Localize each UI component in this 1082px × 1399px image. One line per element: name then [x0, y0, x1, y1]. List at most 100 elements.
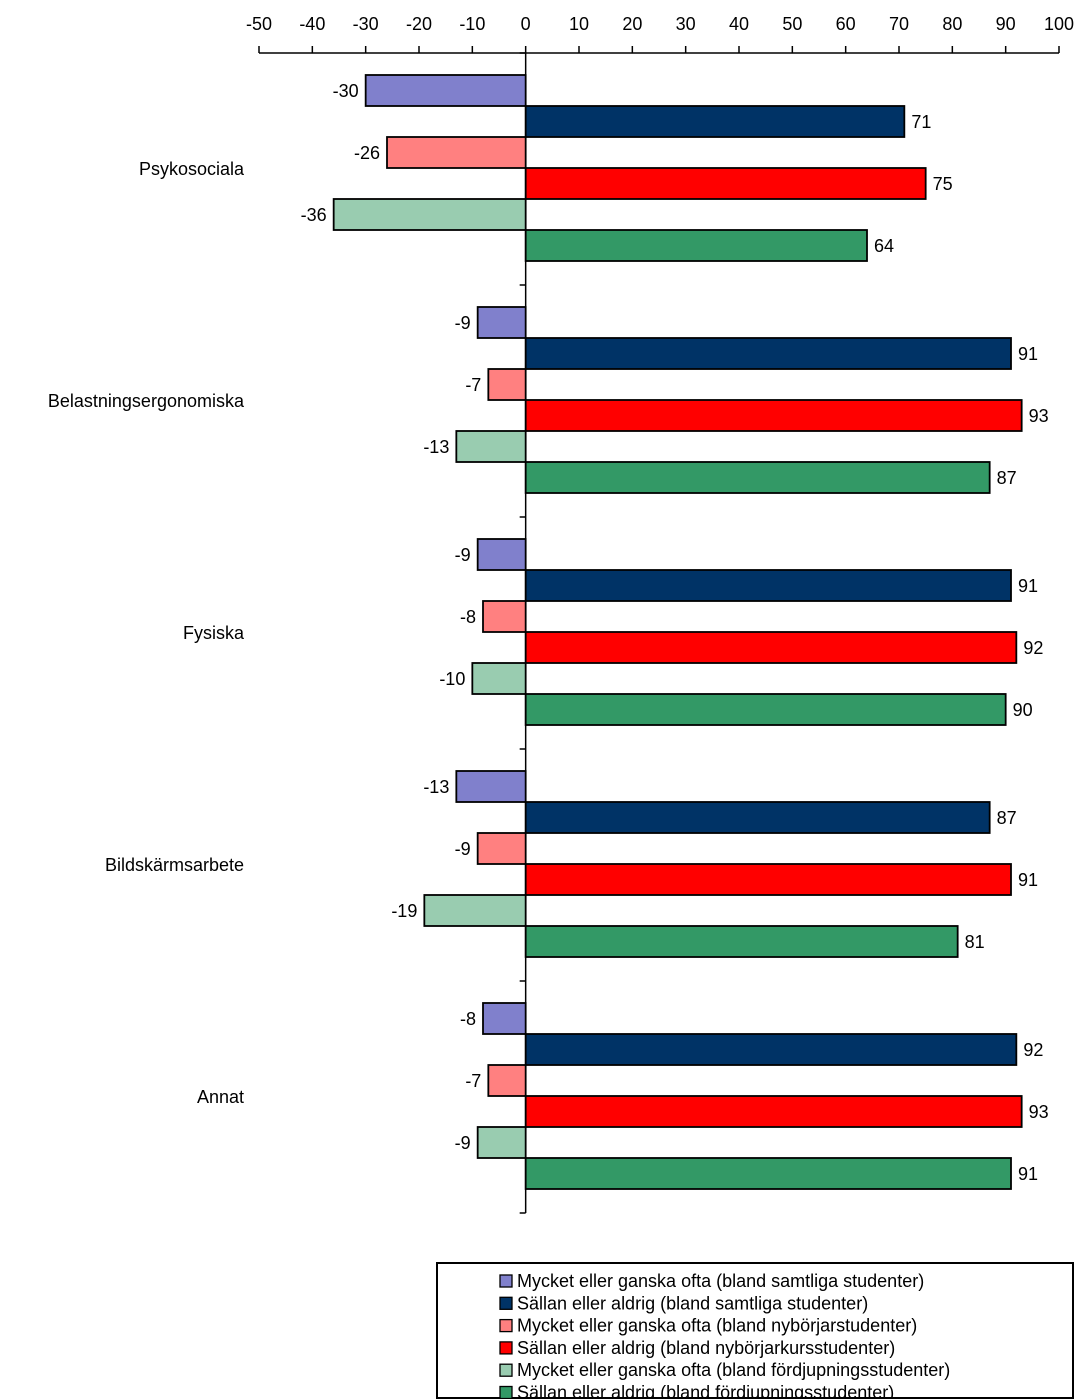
bars	[332, 74, 1023, 1190]
bar	[524, 801, 991, 834]
bar	[524, 399, 1023, 432]
data-label: 91	[1018, 576, 1038, 596]
data-label: -9	[455, 1133, 471, 1153]
data-label: 91	[1018, 870, 1038, 890]
data-label: -8	[460, 607, 476, 627]
data-label: -7	[465, 375, 481, 395]
legend-swatch	[499, 1318, 513, 1333]
data-label: 91	[1018, 344, 1038, 364]
category-labels: Psykosociala Belastningsergonomiska Fysisk…	[48, 159, 245, 1107]
x-axis: -50 -40 -30 -20 -10 0 10 20 30 40 50 60 70 80 90 100	[246, 14, 1074, 54]
data-label: 87	[997, 468, 1017, 488]
x-tick-label: 80	[942, 14, 962, 34]
data-label: -7	[465, 1071, 481, 1091]
data-label: 87	[997, 808, 1017, 828]
bar	[482, 600, 527, 633]
x-tick-label: 30	[676, 14, 696, 34]
bar	[487, 1064, 527, 1097]
legend-swatch	[499, 1363, 513, 1377]
bar	[423, 894, 527, 927]
x-tick-label: 20	[622, 14, 642, 34]
data-label: -9	[455, 545, 471, 565]
x-tick-label: -40	[299, 14, 325, 34]
data-label: 75	[933, 174, 953, 194]
data-label: 90	[1013, 700, 1033, 720]
x-tick-label: 40	[729, 14, 749, 34]
data-label: -13	[423, 437, 449, 457]
legend-swatch	[499, 1296, 513, 1310]
x-tick-label: -20	[406, 14, 432, 34]
data-label: -30	[333, 81, 359, 101]
data-label: 91	[1018, 1164, 1038, 1184]
legend-swatch	[499, 1385, 513, 1399]
value-labels: -30 71 -26 75 -36 64 -9 91 -7 93 -13 87 -9 91 -8 92 -10 9…	[301, 81, 1049, 1184]
x-tick-label: 50	[782, 14, 802, 34]
x-tick-label: 100	[1044, 14, 1074, 34]
data-label: 92	[1023, 638, 1043, 658]
x-tick-label: -30	[353, 14, 379, 34]
data-label: -9	[455, 313, 471, 333]
category-label: Bildskärmsarbete	[105, 855, 244, 875]
bar	[524, 693, 1007, 726]
bar	[524, 925, 959, 958]
legend-swatch	[499, 1274, 513, 1288]
data-label: 64	[874, 236, 894, 256]
bar	[524, 1095, 1023, 1128]
category-label: Psykosociala	[139, 159, 245, 179]
x-tick-label: 60	[836, 14, 856, 34]
bar	[476, 832, 527, 865]
data-label: -19	[391, 901, 417, 921]
bar	[476, 538, 527, 571]
bar	[524, 461, 991, 494]
legend-swatch	[499, 1341, 513, 1355]
category-label: Fysiska	[183, 623, 245, 643]
legend: Mycket eller ganska ofta (bland samtliga…	[436, 1262, 1074, 1399]
bar	[524, 631, 1018, 664]
legend-box	[436, 1262, 1074, 1399]
data-label: 93	[1029, 406, 1049, 426]
bar	[476, 306, 527, 339]
bar	[524, 337, 1012, 370]
bar	[524, 229, 868, 262]
bar	[332, 198, 527, 231]
data-label: -13	[423, 777, 449, 797]
category-label: Annat	[197, 1087, 244, 1107]
data-label: -36	[301, 205, 327, 225]
data-label: 71	[911, 112, 931, 132]
bar	[524, 1033, 1018, 1066]
bar	[487, 368, 527, 401]
legend-item-label: Mycket eller ganska ofta (bland fördjupn…	[517, 1360, 950, 1380]
bar	[455, 430, 527, 463]
bar	[476, 1126, 527, 1159]
data-label: 92	[1023, 1040, 1043, 1060]
x-tick-label: 90	[996, 14, 1016, 34]
bar	[524, 105, 906, 138]
data-label: -9	[455, 839, 471, 859]
x-tick-label: 70	[889, 14, 909, 34]
data-label: -26	[354, 143, 380, 163]
legend-item-label: Mycket eller ganska ofta (bland nybörjar…	[517, 1316, 917, 1336]
x-tick-label: 0	[521, 14, 531, 34]
legend-item-label: Mycket eller ganska ofta (bland samtliga…	[517, 1271, 924, 1291]
bar	[524, 863, 1012, 896]
data-label: 81	[965, 932, 985, 952]
bar	[471, 662, 527, 695]
legend-item-label: Sällan eller aldrig (bland nybörjarkurss…	[517, 1338, 895, 1358]
category-label: Belastningsergonomiska	[48, 391, 245, 411]
bar	[524, 569, 1012, 602]
data-label: -8	[460, 1009, 476, 1029]
x-tick-label: -50	[246, 14, 272, 34]
legend-item-label: Sällan eller aldrig (bland fördjupningss…	[517, 1383, 894, 1399]
data-label: 93	[1029, 1102, 1049, 1122]
bar	[455, 770, 527, 803]
legend-item-label: Sällan eller aldrig (bland samtliga stud…	[517, 1293, 868, 1313]
bar	[524, 167, 927, 200]
bar	[364, 74, 527, 107]
bar	[524, 1157, 1012, 1190]
bar	[386, 136, 527, 169]
data-label: -10	[439, 669, 465, 689]
x-tick-label: 10	[569, 14, 589, 34]
bar	[482, 1002, 527, 1035]
x-tick-label: -10	[459, 14, 485, 34]
